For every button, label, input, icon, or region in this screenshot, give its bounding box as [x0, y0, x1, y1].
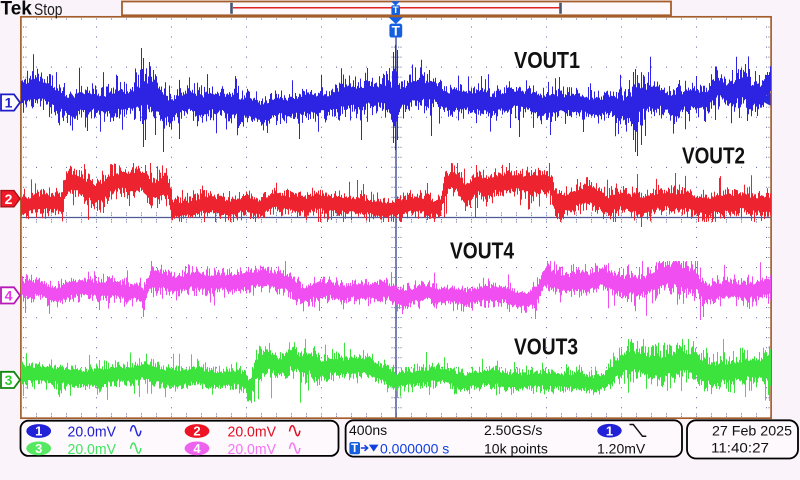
svg-text:1.20mV: 1.20mV [597, 441, 646, 457]
svg-text:11:40:27: 11:40:27 [711, 440, 769, 456]
svg-text:4: 4 [193, 441, 201, 456]
svg-text:3: 3 [5, 372, 13, 388]
svg-text:20.0mV: 20.0mV [68, 441, 117, 458]
svg-text:T: T [392, 23, 401, 38]
svg-text:20.0mV: 20.0mV [68, 424, 117, 441]
svg-text:T: T [393, 5, 399, 16]
svg-text:2.50GS/s: 2.50GS/s [484, 422, 542, 438]
svg-text:1: 1 [606, 423, 613, 438]
svg-text:4: 4 [5, 288, 13, 304]
svg-text:20.0mV: 20.0mV [228, 441, 277, 458]
svg-text:1: 1 [5, 95, 13, 111]
svg-text:Stop: Stop [34, 0, 63, 19]
svg-text:1: 1 [35, 424, 42, 439]
svg-text:VOUT4: VOUT4 [450, 238, 514, 264]
svg-text:VOUT1: VOUT1 [514, 47, 580, 73]
svg-text:VOUT2: VOUT2 [682, 143, 745, 169]
svg-text:10k points: 10k points [484, 441, 548, 457]
svg-text:Tek: Tek [1, 0, 33, 20]
svg-text:3: 3 [35, 441, 42, 456]
svg-text:T: T [351, 443, 358, 455]
svg-text:27 Feb 2025: 27 Feb 2025 [712, 423, 792, 439]
svg-text:VOUT3: VOUT3 [514, 334, 578, 360]
svg-text:2: 2 [193, 424, 200, 439]
svg-text:2: 2 [5, 191, 13, 207]
svg-text:20.0mV: 20.0mV [228, 424, 277, 441]
svg-text:0.000000 s: 0.000000 s [380, 441, 449, 457]
svg-text:400ns: 400ns [349, 422, 387, 438]
